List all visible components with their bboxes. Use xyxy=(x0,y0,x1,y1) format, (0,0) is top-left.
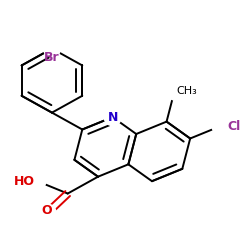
Circle shape xyxy=(29,173,46,190)
Circle shape xyxy=(39,204,56,221)
Text: CH₃: CH₃ xyxy=(177,86,198,96)
Circle shape xyxy=(44,40,60,57)
Circle shape xyxy=(166,83,183,100)
Text: O: O xyxy=(41,204,52,217)
Circle shape xyxy=(104,108,121,126)
Text: N: N xyxy=(108,111,118,124)
Circle shape xyxy=(212,118,229,135)
Text: HO: HO xyxy=(14,175,35,188)
Text: Cl: Cl xyxy=(227,120,240,132)
Text: Br: Br xyxy=(44,51,60,64)
